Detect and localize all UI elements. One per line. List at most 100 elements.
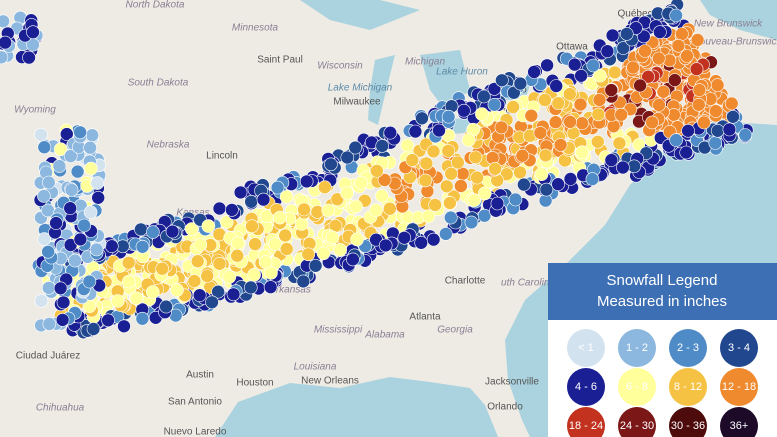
snow-report — [414, 236, 429, 250]
snow-report — [616, 160, 630, 175]
snow-report — [457, 103, 471, 118]
place-label: Lake Michigan — [328, 83, 393, 94]
snow-report — [219, 215, 234, 229]
snow-report — [680, 49, 694, 63]
snow-report — [41, 281, 56, 295]
snow-report — [377, 173, 392, 187]
snow-report — [539, 182, 554, 197]
snow-report — [438, 227, 453, 241]
snow-report — [73, 125, 87, 140]
snow-report — [590, 135, 605, 149]
snow-report — [738, 128, 753, 142]
snow-report — [354, 175, 368, 190]
snow-report — [205, 295, 219, 310]
snow-report — [86, 322, 101, 336]
snow-report — [185, 222, 199, 236]
snow-report — [82, 274, 97, 289]
place-label: Québec — [617, 9, 652, 20]
snow-report — [333, 243, 348, 257]
place-label: Houston — [236, 378, 273, 389]
snow-report — [607, 65, 622, 80]
snow-report — [22, 50, 36, 65]
snow-report — [477, 89, 491, 104]
snow-report — [418, 173, 433, 188]
legend-swatch — [567, 368, 605, 406]
place-label: Jacksonville — [485, 377, 539, 388]
snow-report — [645, 115, 659, 130]
snow-report — [592, 93, 607, 107]
snow-report — [421, 209, 436, 223]
snow-report — [146, 225, 160, 239]
snow-report — [375, 189, 389, 203]
snow-report — [548, 115, 563, 129]
snow-report — [53, 281, 68, 296]
snow-report — [85, 128, 99, 142]
snow-report — [117, 319, 131, 334]
snow-report — [370, 164, 384, 178]
snow-report — [110, 294, 125, 308]
snow-report — [428, 198, 442, 212]
snow-report — [506, 100, 520, 114]
snow-report — [340, 186, 354, 200]
snow-report — [263, 280, 278, 294]
snow-report — [591, 107, 606, 122]
snow-report — [325, 230, 340, 245]
place-label: Atlanta — [409, 312, 441, 323]
snow-report — [669, 133, 683, 147]
snow-report — [245, 219, 259, 233]
snow-report — [710, 124, 725, 138]
snow-report — [349, 199, 363, 214]
snow-report — [540, 58, 554, 73]
snow-report — [383, 125, 398, 140]
snow-report — [667, 73, 682, 87]
snow-report — [444, 166, 459, 181]
snow-report — [101, 313, 115, 328]
snow-report — [0, 35, 12, 50]
place-label: North Dakota — [126, 0, 185, 11]
snow-report — [41, 175, 56, 190]
snow-report — [60, 127, 74, 141]
snow-report — [441, 144, 456, 158]
snow-report — [627, 159, 642, 174]
snow-report — [63, 149, 78, 163]
place-label: Lake Huron — [436, 67, 488, 78]
place-label: Ciudad Juárez — [16, 351, 80, 362]
snow-report — [278, 228, 293, 243]
snow-report — [461, 133, 476, 147]
snow-report — [155, 261, 169, 276]
place-label: uth Carolina — [501, 278, 555, 289]
place-label: Wyoming — [14, 105, 56, 116]
snow-report — [270, 180, 285, 195]
legend-swatch — [567, 407, 605, 437]
place-label: South Dakota — [128, 78, 189, 89]
snow-report — [724, 96, 739, 111]
snow-report — [340, 150, 355, 165]
snow-report — [34, 293, 49, 308]
snow-report — [192, 288, 207, 303]
legend: Snowfall Legend Measured in inches < 1 1 … — [548, 263, 777, 437]
place-label: Louisiana — [294, 362, 337, 373]
legend-subtitle: Measured in inches — [597, 293, 727, 310]
snow-report — [450, 155, 465, 170]
snow-report — [330, 192, 345, 206]
legend-label: 4 - 6 — [575, 381, 597, 393]
snow-report — [321, 203, 336, 218]
snow-report — [439, 179, 454, 194]
snow-report — [231, 236, 245, 250]
snow-report — [477, 186, 492, 201]
snow-report — [563, 172, 578, 186]
snow-report — [443, 196, 457, 210]
snow-report — [533, 126, 548, 140]
snow-report — [190, 254, 205, 269]
place-label: Milwaukee — [333, 97, 381, 108]
snow-report — [604, 83, 619, 97]
snow-report — [37, 140, 52, 154]
snow-report — [382, 201, 397, 216]
snow-report — [121, 255, 136, 270]
snow-report — [244, 195, 258, 209]
snow-report — [308, 258, 323, 273]
snow-report — [508, 192, 523, 207]
place-label: Nouveau-Brunswick — [693, 37, 777, 48]
snow-report — [42, 317, 57, 331]
place-label: New Orleans — [301, 376, 359, 387]
